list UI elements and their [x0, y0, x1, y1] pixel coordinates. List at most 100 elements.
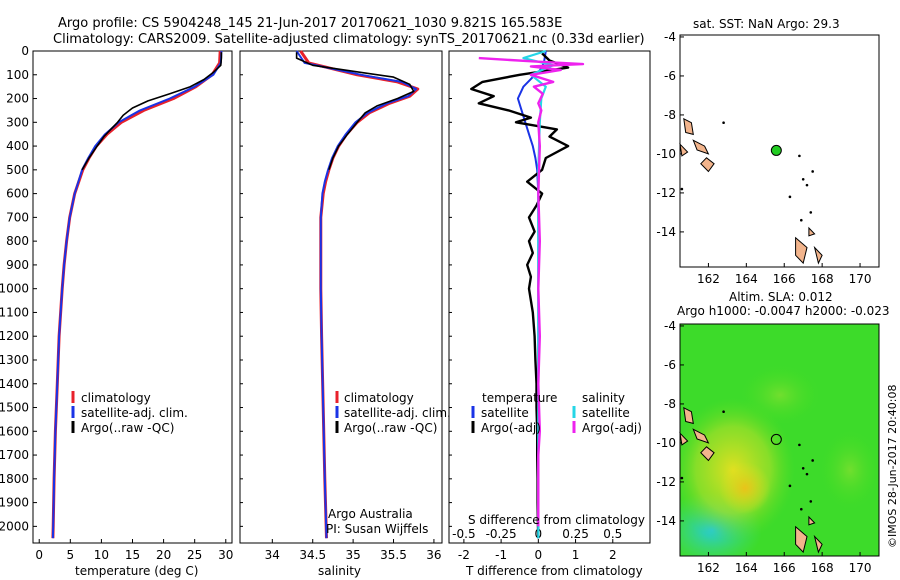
map-y-tick-label: -4: [664, 319, 676, 333]
x-tick-label: -1: [495, 548, 507, 562]
temperature-argo-line: [470, 52, 570, 539]
sla-peak-blob: [719, 462, 771, 514]
satellite-adj-line: [51, 50, 223, 539]
x-tick-label: 35: [345, 548, 360, 562]
map-x-tick-label: 164: [735, 272, 758, 286]
t-difference-label: T difference from climatology: [465, 564, 643, 578]
islet: [805, 183, 809, 187]
island: [683, 117, 694, 136]
islet: [801, 466, 805, 470]
legend-label-climatology: climatology: [81, 391, 151, 405]
sla-map-title1: Altim. SLA: 0.012: [729, 290, 833, 304]
x-tick-label: 10: [94, 548, 109, 562]
climatology-line: [51, 50, 222, 539]
map-y-tick-label: -14: [656, 225, 676, 239]
top-tick-label: 0.25: [562, 527, 589, 541]
argo-line: [295, 52, 415, 171]
depth-tick-label: 1000: [0, 282, 29, 296]
sst-map: 162 164 166 168 170 -14 -12 -10 -8 -6 -4: [656, 30, 871, 286]
depth-tick-label: 100: [6, 68, 29, 82]
salinity-argo-line: [478, 56, 585, 527]
difference-profile-plot: -2 -1 0 1 2-0.5 -0.25 0 0.25 0.5: [449, 49, 622, 562]
salinity-panel-frame: [239, 50, 443, 544]
depth-tick-label: 600: [6, 187, 29, 201]
sla-map-frame: [679, 323, 880, 557]
credit-line1: Argo Australia: [328, 507, 413, 521]
legend-label-sal-satellite: satellite: [582, 406, 630, 420]
legend-label-temp-argo: Argo(-adj): [481, 421, 541, 435]
island: [808, 226, 816, 237]
legend-label-argo: Argo(..raw -QC): [344, 421, 437, 435]
depth-tick-label: 800: [6, 234, 29, 248]
difference-legend: temperature salinity satellite Argo(-adj…: [471, 391, 642, 435]
island: [795, 236, 808, 265]
depth-tick-label: 700: [6, 210, 29, 224]
island: [795, 525, 808, 554]
islet: [801, 177, 805, 181]
depth-axis: 0 100 200 300 400 500 600 700 800 900 1000 1100 1200…: [0, 44, 37, 533]
depth-tick-label: 1400: [0, 377, 29, 391]
credit-line2: PI: Susan Wijffels: [326, 522, 428, 536]
depth-tick-label: 1800: [0, 472, 29, 486]
top-tick-label: -0.5: [452, 527, 475, 541]
map-x-tick-label: 162: [697, 561, 720, 575]
sla-map: 162 164 166 168 170 -14 -12 -10 -8 -6 -4: [656, 319, 871, 575]
legend-label-temp-satellite: satellite: [481, 406, 529, 420]
island: [692, 139, 710, 155]
map-x-tick-label: 168: [811, 272, 834, 286]
x-tick-label: 35.5: [380, 548, 407, 562]
x-tick-label: 20: [156, 548, 171, 562]
map-y-tick-label: -12: [656, 186, 676, 200]
x-tick-label: 5: [66, 548, 74, 562]
depth-tick-label: 1300: [0, 353, 29, 367]
temperature-profile-plot: 0 5 10 15 20 25 30: [35, 50, 233, 562]
map-y-tick-label: -14: [656, 514, 676, 528]
map-y-tick-label: -6: [664, 69, 676, 83]
sst-map-title: sat. SST: NaN Argo: 29.3: [693, 17, 840, 31]
map-y-tick-label: -8: [664, 397, 676, 411]
island: [700, 157, 715, 173]
island: [813, 534, 823, 554]
islet: [805, 472, 809, 476]
sla-east-blob: [820, 430, 879, 510]
map-y-tick-label: -12: [656, 475, 676, 489]
header-line1: Argo profile: CS 5904248_145 21-Jun-2017…: [58, 16, 562, 31]
salinity-profile-plot: 34 34.5 35 35.5 36: [240, 50, 442, 562]
legend-label-argo: Argo(..raw -QC): [81, 421, 174, 435]
islet: [809, 211, 813, 214]
map-y-tick-label: -10: [656, 436, 676, 450]
x-tick-label: 15: [125, 548, 140, 562]
argo-float-marker: [770, 433, 782, 445]
depth-tick-label: 1100: [0, 305, 29, 319]
island: [679, 431, 689, 446]
depth-tick-label: 1200: [0, 329, 29, 343]
depth-tick-label: 900: [6, 258, 29, 272]
island: [679, 142, 689, 157]
argo-line: [81, 52, 223, 171]
depth-tick-label: 1900: [0, 496, 29, 510]
x-tick-label: 2: [609, 548, 617, 562]
x-tick-label: 36: [426, 548, 441, 562]
imos-stamp: ©IMOS 28-Jun-2017 20:40:08: [886, 384, 899, 548]
legend-label-sal-argo: Argo(-adj): [582, 421, 642, 435]
map-y-tick-label: -8: [664, 108, 676, 122]
islet: [788, 484, 792, 488]
top-tick-label: 0.5: [603, 527, 622, 541]
map-x-tick-label: 168: [811, 561, 834, 575]
x-tick-label: 0: [535, 548, 543, 562]
s-difference-label: S difference from climatology: [468, 513, 645, 527]
islet: [680, 187, 684, 191]
temperature-legend: climatology satellite-adj. clim. Argo(..…: [71, 391, 188, 435]
map-x-tick-label: 166: [773, 561, 796, 575]
islet: [811, 170, 814, 173]
x-tick-label: 34.5: [299, 548, 326, 562]
difference-panel-frame: [448, 50, 651, 544]
islet: [798, 443, 801, 447]
map-x-tick-label: 170: [849, 272, 872, 286]
depth-tick-label: 500: [6, 163, 29, 177]
legend-title-temperature: temperature: [482, 391, 557, 405]
islet: [799, 507, 803, 511]
depth-tick-label: 1500: [0, 401, 29, 415]
islet: [809, 500, 813, 503]
sla-heatmap: [680, 324, 879, 556]
